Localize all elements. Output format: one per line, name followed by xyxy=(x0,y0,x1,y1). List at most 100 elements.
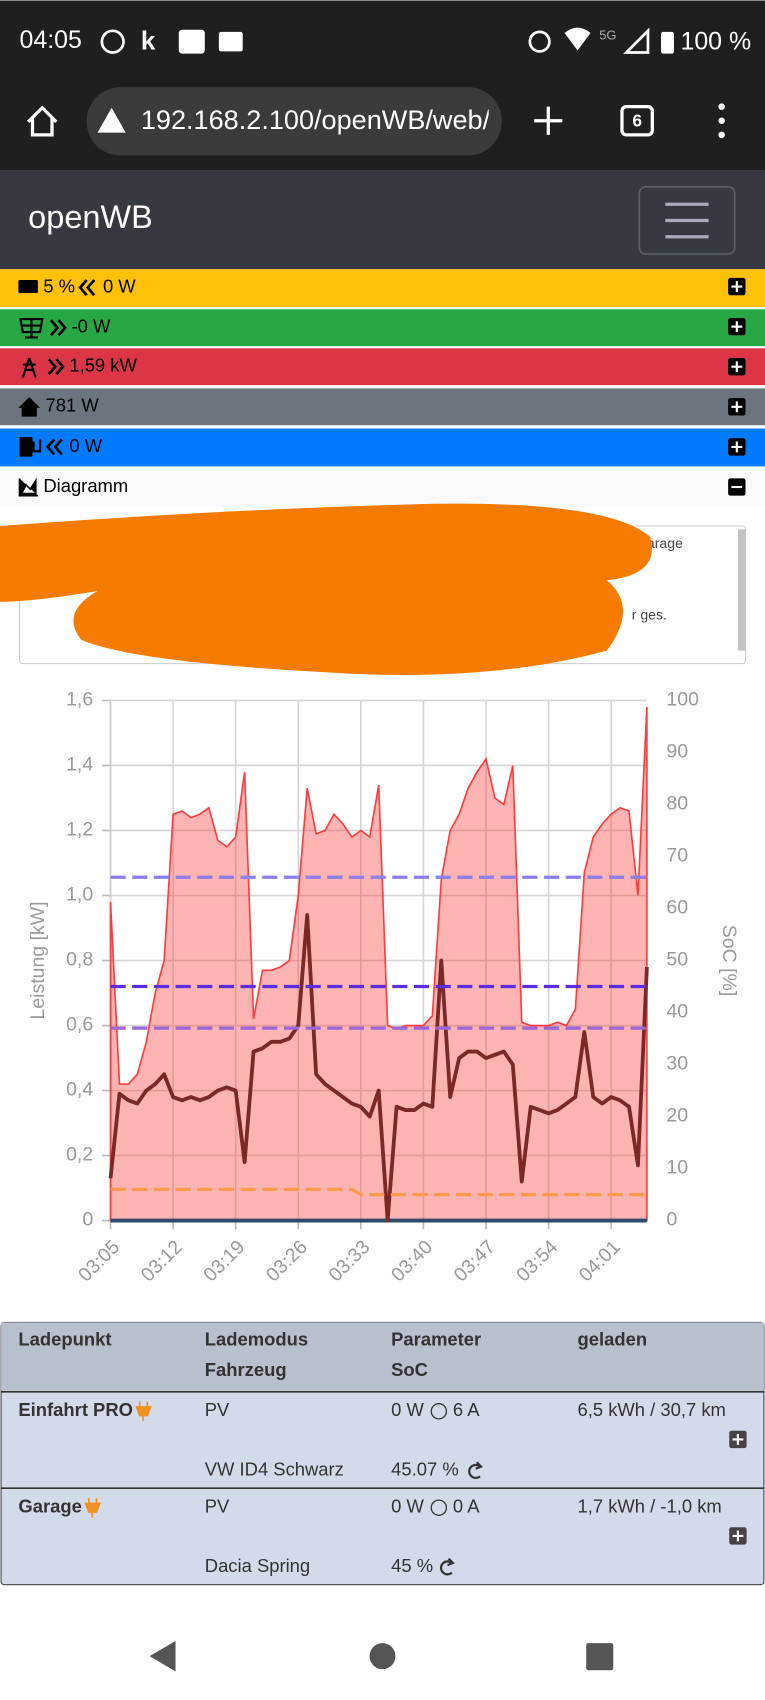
chart-icon xyxy=(18,477,38,497)
x-tick-label: 03:19 xyxy=(199,1236,249,1286)
scribble xyxy=(0,503,652,676)
y2-tick-label: 100 xyxy=(666,689,699,711)
navbar-toggler[interactable] xyxy=(638,186,736,255)
y-tick-label: 0,6 xyxy=(66,1014,93,1036)
legend-fragment: arage xyxy=(647,535,683,551)
battery-soc: 5 % xyxy=(43,275,75,296)
plug-icon xyxy=(84,1497,101,1518)
app-icon: k xyxy=(141,26,156,56)
home-nav-button[interactable] xyxy=(369,1643,396,1670)
legend-fragment: r ges. xyxy=(632,607,667,623)
grid-icon xyxy=(21,357,37,378)
soc: 45 % xyxy=(391,1555,433,1576)
scrollbar xyxy=(737,529,746,651)
brand[interactable]: openWB xyxy=(28,199,153,235)
charge-power: 0 W xyxy=(69,435,102,456)
battery-row[interactable] xyxy=(0,269,765,308)
y2-tick-label: 20 xyxy=(666,1105,688,1127)
tabs-button[interactable] xyxy=(620,105,654,137)
battery-power: 0 W xyxy=(103,275,136,296)
app-icon xyxy=(218,31,243,52)
x-tick-label: 03:12 xyxy=(137,1236,187,1286)
url-bar[interactable] xyxy=(86,87,502,156)
y-tick-label: 1,6 xyxy=(66,689,93,711)
charge-mode: PV xyxy=(205,1496,230,1517)
y-tick-label: 0,2 xyxy=(66,1144,93,1166)
back-button[interactable] xyxy=(149,1641,176,1672)
direction-icon xyxy=(45,438,63,456)
refresh-button[interactable] xyxy=(440,1557,455,1576)
y-tick-label: 1,4 xyxy=(66,754,93,776)
signal-icon xyxy=(623,27,650,54)
chart-row[interactable] xyxy=(0,468,765,507)
recents-button[interactable] xyxy=(586,1643,614,1671)
alarm-icon xyxy=(528,30,551,53)
direction-icon xyxy=(49,319,67,337)
insecure-icon xyxy=(97,107,126,133)
column-header: geladen xyxy=(578,1329,648,1350)
column-header: Ladepunkt xyxy=(18,1329,111,1350)
y-axis-label: Leistung [kW] xyxy=(27,901,49,1019)
y-tick-label: 0,4 xyxy=(66,1079,93,1101)
app-icon xyxy=(178,29,205,54)
expand-buttons xyxy=(728,277,746,496)
tab-count: 6 xyxy=(632,110,642,130)
y-tick-label: 1,2 xyxy=(66,819,93,841)
wifi-icon xyxy=(564,27,591,51)
toggler-icon xyxy=(665,202,709,239)
x-tick-label: 03:47 xyxy=(450,1236,500,1286)
y2-axis-label: SoC [%] xyxy=(718,925,740,997)
house-power: 781 W xyxy=(46,395,100,416)
y2-tick-label: 80 xyxy=(666,793,688,815)
refresh-button[interactable] xyxy=(468,1461,484,1479)
grid-row[interactable] xyxy=(0,348,765,386)
battery-level: 100 % xyxy=(680,27,751,55)
chart: 0 0,2 0,4 0,6 0,8 1,0 1,2 1,4 1,6 0 10 20 30 40 50 60 70… xyxy=(27,689,740,1286)
soc: 45.07 % xyxy=(391,1459,459,1480)
plus-icon xyxy=(732,1434,744,1445)
app-icon xyxy=(100,29,125,54)
current: 0 A xyxy=(453,1496,480,1517)
dashed-line xyxy=(110,1187,647,1197)
x-tick-label: 03:40 xyxy=(387,1236,437,1286)
area xyxy=(109,706,648,1222)
menu-button[interactable] xyxy=(718,103,725,139)
charge-row[interactable] xyxy=(0,428,765,467)
column-header: SoC xyxy=(391,1359,428,1380)
power: 0 W xyxy=(391,1496,424,1517)
y2-tick-label: 70 xyxy=(666,845,688,867)
current-icon xyxy=(430,1403,448,1420)
house-row[interactable] xyxy=(0,388,765,426)
y-tick-label: 0 xyxy=(82,1209,93,1231)
y2-tick-label: 90 xyxy=(666,741,688,763)
new-tab-button[interactable] xyxy=(534,106,563,135)
battery-icon xyxy=(660,31,674,54)
direction-icon xyxy=(78,279,96,297)
x-tick-label: 03:26 xyxy=(262,1236,312,1286)
url-text[interactable]: 192.168.2.100/openWB/web/ xyxy=(141,104,491,135)
clock: 04:05 xyxy=(20,26,82,54)
y2-tick-label: 10 xyxy=(666,1157,688,1179)
table-header xyxy=(1,1322,764,1391)
column-header: Parameter xyxy=(391,1329,481,1350)
house-icon xyxy=(18,397,41,417)
home-button[interactable] xyxy=(27,105,58,137)
pv-icon xyxy=(19,317,44,339)
charger-icon xyxy=(32,439,42,453)
network-type: 5G xyxy=(599,28,616,43)
y2-tick-label: 50 xyxy=(666,949,688,971)
charged: 6,5 kWh / 30,7 km xyxy=(578,1399,726,1420)
x-tick-label: 04:01 xyxy=(575,1236,625,1286)
charged: 1,7 kWh / -1,0 km xyxy=(578,1496,722,1517)
navbar xyxy=(0,170,765,270)
y2-tick-label: 0 xyxy=(666,1209,677,1231)
y2-tick-label: 60 xyxy=(666,897,688,919)
y-tick-label: 1,0 xyxy=(66,884,93,906)
charge-mode: PV xyxy=(205,1399,230,1420)
vehicle: Dacia Spring xyxy=(205,1555,310,1576)
pv-row[interactable] xyxy=(0,309,765,347)
current: 6 A xyxy=(453,1399,480,1420)
plug-icon xyxy=(135,1401,152,1422)
